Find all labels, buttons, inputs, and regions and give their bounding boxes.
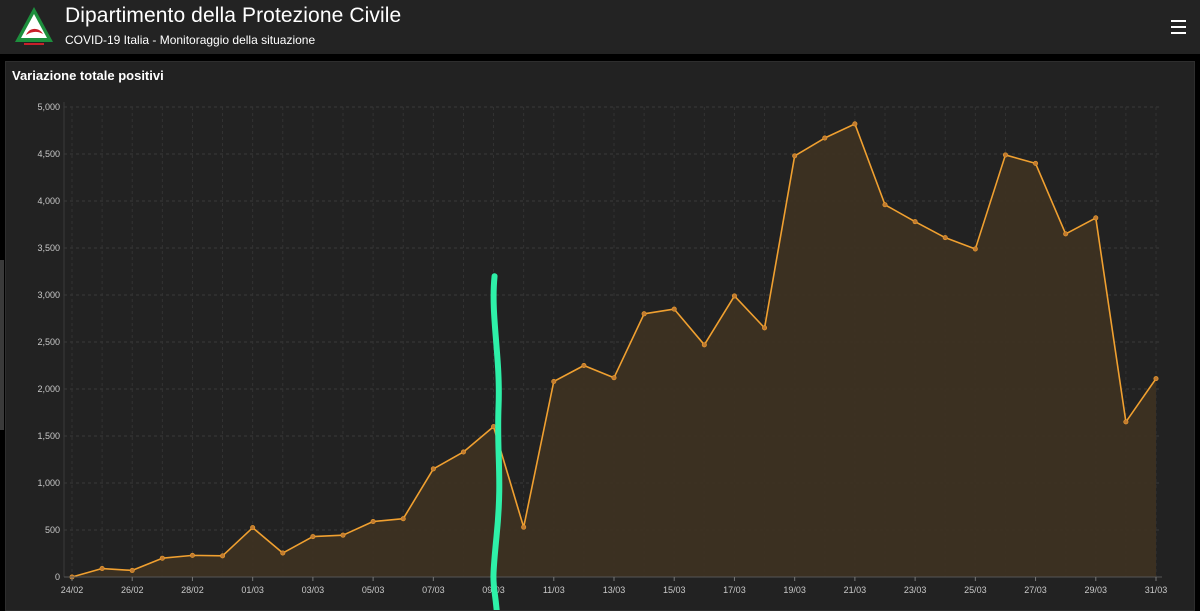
x-tick-label: 15/03 — [663, 585, 686, 595]
data-point — [280, 550, 286, 556]
annotation-line — [490, 273, 503, 610]
data-point — [521, 524, 527, 530]
x-tick-label: 03/03 — [302, 585, 325, 595]
menu-bar-bottom — [1171, 32, 1186, 34]
data-point — [1002, 152, 1008, 158]
x-tick-label: 13/03 — [603, 585, 626, 595]
data-point — [912, 219, 918, 225]
data-point — [430, 466, 436, 472]
side-scroll-edge — [0, 260, 4, 430]
data-point — [611, 375, 617, 381]
x-tick-label: 07/03 — [422, 585, 445, 595]
x-tick-label: 27/03 — [1024, 585, 1047, 595]
area-chart[interactable]: 0 500 1,000 1,500 2,000 2,500 3,000 3,500 4,000 4… — [6, 62, 1194, 610]
data-point — [400, 516, 406, 522]
menu-bar-top — [1171, 20, 1186, 22]
data-point — [491, 424, 497, 430]
data-point — [671, 306, 677, 312]
x-tick-label: 11/03 — [543, 585, 565, 595]
x-tick-label: 28/02 — [181, 585, 204, 595]
x-tick-label: 25/03 — [964, 585, 987, 595]
data-point — [942, 235, 948, 241]
y-tick-label: 1,000 — [37, 478, 60, 488]
data-point — [460, 449, 466, 455]
data-point — [792, 153, 798, 159]
data-point — [1153, 376, 1159, 382]
hamburger-menu-icon[interactable] — [1166, 14, 1192, 40]
data-point — [701, 342, 707, 348]
data-point — [581, 362, 587, 368]
data-point — [129, 567, 135, 573]
data-point — [972, 246, 978, 252]
x-tick-label: 31/03 — [1145, 585, 1168, 595]
x-tick-label: 26/02 — [121, 585, 144, 595]
protezione-civile-logo-icon[interactable] — [10, 4, 58, 48]
y-tick-label: 1,500 — [37, 431, 60, 441]
data-point — [762, 325, 768, 331]
panel-title: Variazione totale positivi — [12, 68, 164, 83]
data-point — [340, 532, 346, 538]
data-point — [641, 311, 647, 317]
area-fill — [72, 123, 1156, 578]
y-tick-label: 0 — [55, 572, 60, 582]
data-point — [370, 519, 376, 525]
logo-swoosh-red — [26, 28, 43, 35]
data-point — [220, 553, 226, 559]
data-point — [1063, 231, 1069, 237]
x-tick-label: 17/03 — [723, 585, 746, 595]
menu-bar-middle — [1171, 26, 1186, 28]
data-point — [882, 202, 888, 208]
y-tick-label: 4,000 — [37, 196, 60, 206]
data-point — [731, 293, 737, 299]
app-subtitle: COVID-19 Italia - Monitoraggio della sit… — [65, 33, 316, 47]
y-tick-label: 500 — [45, 525, 60, 535]
y-tick-label: 5,000 — [37, 102, 60, 112]
data-point — [1123, 419, 1129, 425]
data-point — [189, 552, 195, 558]
y-tick-label: 4,500 — [37, 149, 60, 159]
x-tick-label: 05/03 — [362, 585, 385, 595]
data-point — [250, 525, 256, 531]
x-tick-label: 01/03 — [241, 585, 264, 595]
data-point — [1093, 215, 1099, 221]
app-title: Dipartimento della Protezione Civile — [65, 4, 402, 27]
chart-panel: Variazione totale positivi 0 500 1,000 1,50… — [5, 61, 1195, 611]
data-point — [822, 135, 828, 141]
y-tick-label: 3,500 — [37, 243, 60, 253]
data-point — [551, 378, 557, 384]
data-point — [1033, 160, 1039, 166]
app-header: Dipartimento della Protezione Civile COV… — [0, 0, 1200, 54]
y-tick-label: 2,000 — [37, 384, 60, 394]
x-tick-label: 21/03 — [844, 585, 867, 595]
data-point — [99, 566, 105, 572]
y-tick-label: 2,500 — [37, 337, 60, 347]
x-tick-label: 29/03 — [1085, 585, 1108, 595]
y-tick-label: 3,000 — [37, 290, 60, 300]
x-tick-label: 23/03 — [904, 585, 927, 595]
data-point — [310, 534, 316, 540]
x-tick-label: 24/02 — [61, 585, 84, 595]
x-tick-label: 19/03 — [783, 585, 806, 595]
data-point — [159, 555, 165, 561]
data-point — [852, 121, 858, 127]
